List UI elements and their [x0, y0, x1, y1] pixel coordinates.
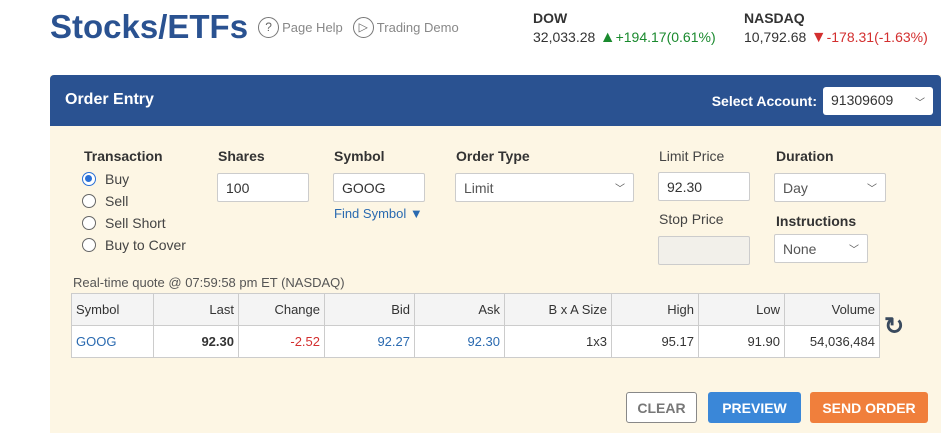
chevron-down-icon: ﹀: [849, 245, 859, 256]
select-account-label: Select Account:: [711, 93, 817, 109]
order-type-value: Limit: [464, 180, 494, 196]
duration-select[interactable]: Day ﹀: [774, 173, 886, 202]
trading-demo-label: Trading Demo: [376, 19, 459, 35]
radio-label: Sell Short: [105, 215, 166, 231]
header-bid: Bid: [324, 293, 415, 326]
dow-index: DOW 32,033.28 ▲+194.17(0.61%): [533, 10, 716, 47]
stop-price-input: [658, 236, 750, 265]
preview-button[interactable]: PREVIEW: [708, 392, 801, 423]
header-size: B x A Size: [504, 293, 612, 326]
account-select[interactable]: 91309609 ﹀: [823, 87, 933, 115]
header-change: Change: [238, 293, 325, 326]
quote-volume: 54,036,484: [784, 325, 880, 358]
page-help-label: Page Help: [282, 19, 343, 35]
nasdaq-label: NASDAQ: [744, 10, 805, 26]
header-low: Low: [698, 293, 785, 326]
stop-price-label: Stop Price: [659, 211, 724, 227]
nasdaq-value: 10,792.68: [744, 29, 807, 45]
trading-demo-link[interactable]: ▷ Trading Demo: [352, 16, 459, 38]
radio-button[interactable]: [82, 238, 96, 252]
play-icon: ▷: [352, 16, 374, 38]
panel-title: Order Entry: [65, 91, 154, 108]
chevron-down-icon: ﹀: [915, 98, 925, 109]
shares-label: Shares: [218, 148, 265, 164]
help-icon: ?: [258, 16, 280, 38]
quote-low: 91.90: [698, 325, 785, 358]
radio-sell[interactable]: Sell: [82, 190, 186, 212]
order-type-select[interactable]: Limit ﹀: [455, 173, 634, 202]
dow-label: DOW: [533, 10, 568, 26]
quote-symbol-link[interactable]: GOOG: [71, 325, 154, 358]
instructions-value: None: [783, 241, 817, 257]
chevron-down-icon: ﹀: [615, 184, 625, 195]
instructions-label: Instructions: [776, 213, 857, 229]
header-high: High: [611, 293, 699, 326]
limit-price-input[interactable]: 92.30: [658, 172, 750, 201]
radio-sell-short[interactable]: Sell Short: [82, 212, 186, 234]
quote-header-row: Symbol Last Change Bid Ask B x A Size Hi…: [71, 293, 880, 326]
title-row: Stocks/ETFs ? Page Help ▷ Trading Demo: [50, 8, 459, 46]
transaction-label: Transaction: [84, 148, 163, 164]
radio-label: Sell: [105, 193, 129, 209]
quote-row: GOOG 92.30 -2.52 92.27 92.30 1x3 95.17 9…: [71, 325, 880, 358]
page-help-link[interactable]: ? Page Help: [258, 16, 343, 38]
clear-button[interactable]: CLEAR: [626, 392, 697, 423]
find-symbol-link[interactable]: Find Symbol ▼: [334, 206, 423, 221]
quote-high: 95.17: [611, 325, 699, 358]
radio-label: Buy to Cover: [105, 237, 186, 253]
symbol-input[interactable]: GOOG: [333, 173, 425, 202]
order-type-label: Order Type: [456, 148, 530, 164]
symbol-label: Symbol: [334, 148, 385, 164]
nasdaq-index: NASDAQ 10,792.68 ▼-178.31(-1.63%): [744, 10, 928, 47]
find-symbol-label: Find Symbol: [334, 206, 407, 221]
page-title: Stocks/ETFs: [50, 8, 249, 45]
instructions-select[interactable]: None ﹀: [774, 234, 868, 263]
quote-ask[interactable]: 92.30: [414, 325, 505, 358]
nasdaq-change: -178.31(-1.63%): [826, 29, 928, 45]
radio-buy[interactable]: Buy: [82, 168, 186, 190]
dow-change: +194.17(0.61%): [615, 29, 716, 45]
account-value: 91309609: [831, 92, 894, 108]
quote-caption: Real-time quote @ 07:59:58 pm ET (NASDAQ…: [73, 275, 345, 290]
chevron-down-icon: ﹀: [867, 184, 877, 195]
quote-change: -2.52: [238, 325, 325, 358]
radio-label: Buy: [105, 171, 130, 187]
quote-size: 1x3: [504, 325, 612, 358]
transaction-radio-group: Buy Sell Sell Short Buy to Cover: [82, 168, 186, 256]
quote-table: Symbol Last Change Bid Ask B x A Size Hi…: [71, 293, 880, 358]
header-ask: Ask: [414, 293, 505, 326]
caret-down-icon: ▼: [409, 206, 423, 221]
shares-input[interactable]: 100: [217, 173, 309, 202]
account-selector: Select Account: 91309609 ﹀: [712, 87, 933, 115]
up-arrow-icon: ▲: [599, 29, 616, 46]
duration-label: Duration: [776, 148, 834, 164]
radio-button[interactable]: [82, 194, 96, 208]
header-last: Last: [153, 293, 239, 326]
header-volume: Volume: [784, 293, 880, 326]
down-arrow-icon: ▼: [810, 29, 827, 46]
refresh-icon[interactable]: ↻: [884, 313, 905, 340]
quote-bid[interactable]: 92.27: [324, 325, 415, 358]
radio-buy-to-cover[interactable]: Buy to Cover: [82, 234, 186, 256]
radio-button[interactable]: [82, 216, 96, 230]
header-symbol: Symbol: [71, 293, 154, 326]
radio-button[interactable]: [82, 172, 96, 186]
order-entry-header: Order Entry Select Account: 91309609 ﹀: [50, 75, 941, 126]
dow-value: 32,033.28: [533, 29, 596, 45]
send-order-button[interactable]: SEND ORDER: [810, 392, 928, 423]
duration-value: Day: [783, 180, 808, 196]
quote-last: 92.30: [153, 325, 239, 358]
limit-price-label: Limit Price: [659, 148, 725, 164]
